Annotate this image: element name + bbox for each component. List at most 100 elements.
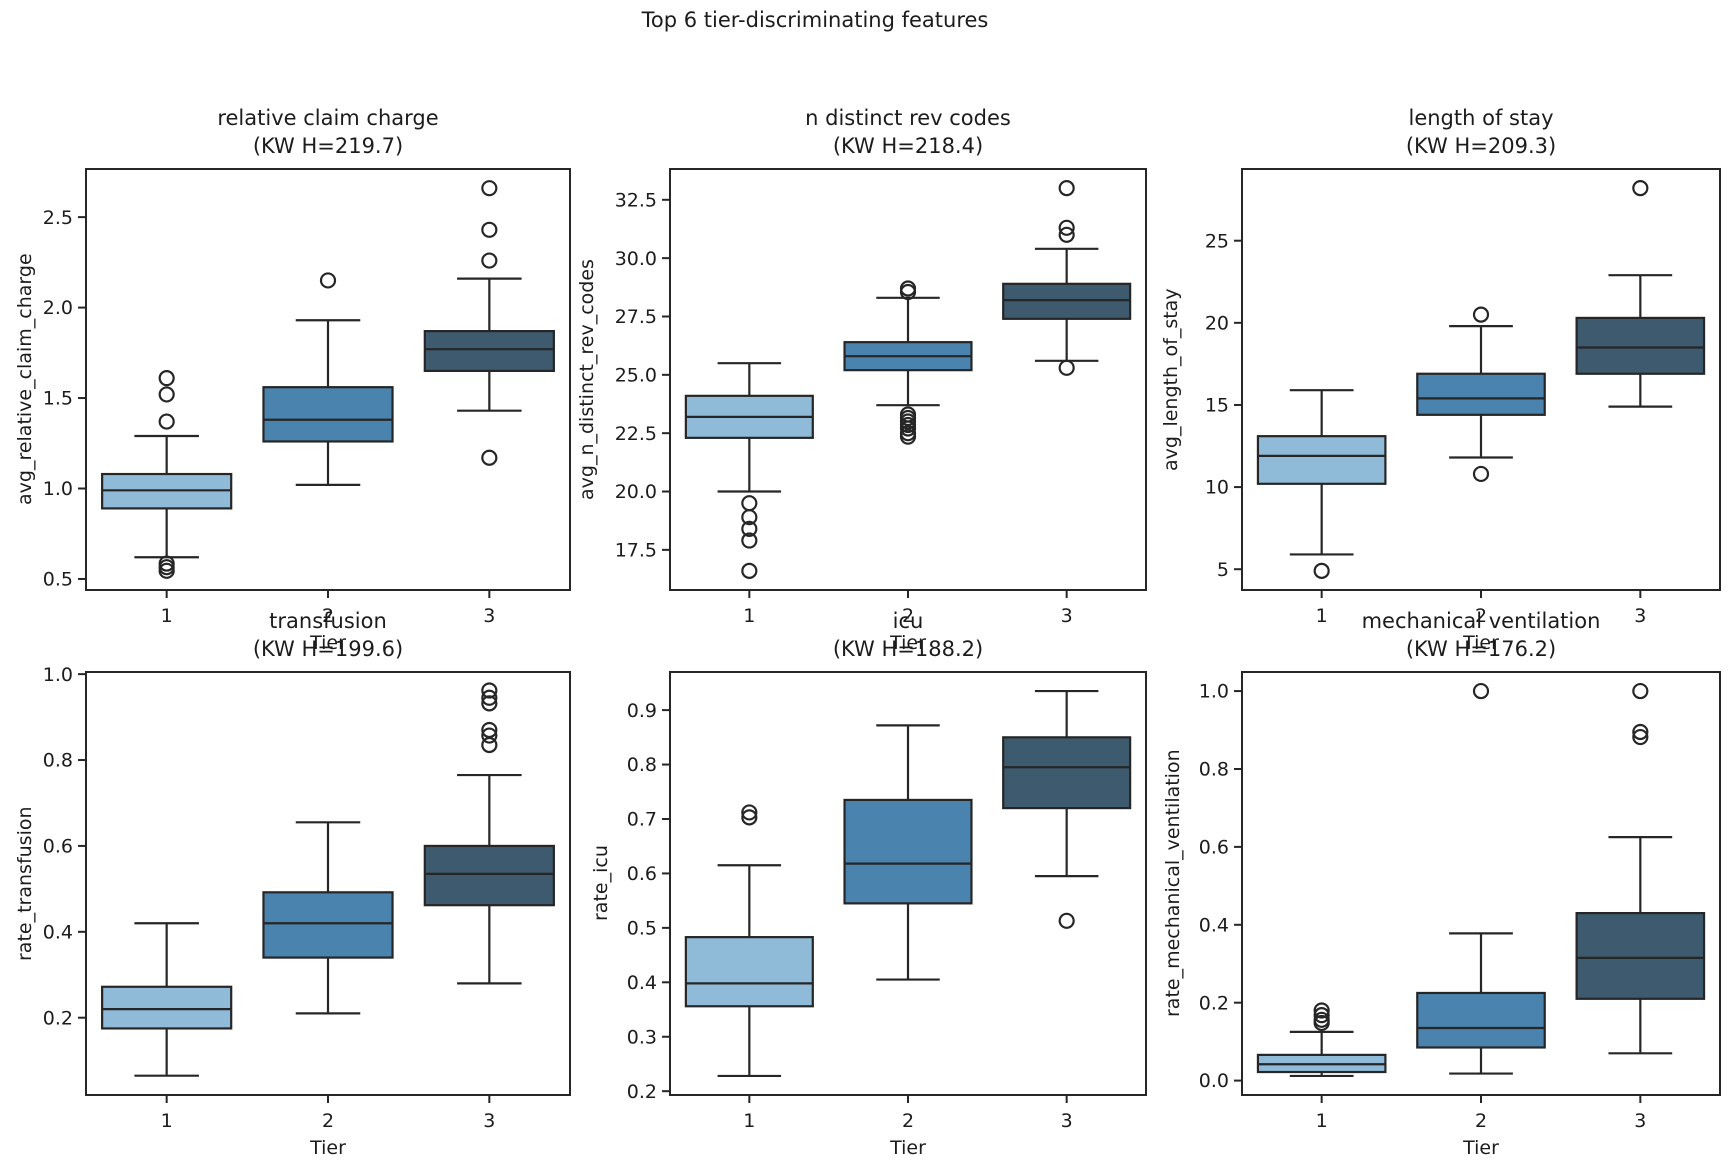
y-tick-label: 25 [1205, 230, 1229, 252]
y-tick-label: 0.9 [627, 700, 657, 722]
plot-area: 0.2 0.4 0.6 0.8 1.0 1 2 3 [43, 664, 571, 1132]
outlier-point [1313, 562, 1330, 579]
x-tick-label: 2 [322, 605, 334, 627]
y-tick-label: 0.2 [1199, 992, 1229, 1014]
subplot-title: mechanical ventilation (KW H=176.2) [1362, 607, 1601, 663]
box-tier-1 [684, 362, 814, 579]
y-tick-label: 2.5 [43, 207, 73, 229]
outlier-point [1313, 1007, 1330, 1024]
subplot-title-line1: length of stay [1408, 106, 1554, 130]
outlier-point [1472, 306, 1490, 323]
outlier-point [1058, 219, 1075, 236]
subplot-title: icu (KW H=188.2) [833, 607, 983, 663]
x-tick-label: 2 [902, 1110, 914, 1132]
y-tick-label: 0.4 [627, 972, 657, 994]
plot-area: 0.0 0.2 0.4 0.6 0.8 1.0 1 2 3 [1199, 671, 1721, 1132]
box-tier-1 [101, 370, 233, 579]
y-tick-label: 0.8 [627, 754, 657, 776]
plot-area: 0.2 0.3 0.4 0.5 0.6 0.7 0.8 0.9 1 2 3 [627, 671, 1147, 1132]
outlier-point [741, 809, 758, 826]
y-tick-label: 0.8 [43, 750, 73, 772]
x-tick-label: 1 [161, 605, 173, 627]
iqr-box [1002, 736, 1132, 810]
y-tick-label: 1.0 [43, 664, 73, 686]
box-tier-3 [423, 180, 555, 466]
subplot-title-line2: (KW H=209.3) [1405, 134, 1557, 158]
box-tier-3 [1002, 180, 1132, 376]
y-tick-label: 20.0 [615, 481, 657, 503]
x-tick-label: 1 [743, 605, 755, 627]
outlier-point [741, 804, 758, 821]
outlier-point [158, 386, 175, 403]
figure-title: Top 6 tier-discriminating features [641, 8, 989, 32]
y-tick-label: 0.5 [627, 918, 657, 940]
y-tick-label: 5 [1217, 559, 1229, 581]
plot-area: 17.5 20.0 22.5 25.0 27.5 30.0 32.5 1 2 3 [615, 168, 1147, 627]
subplot-transfusion: transfusion (KW H=199.6) rate_transfusion… [14, 609, 571, 1159]
outlier-point [1632, 180, 1649, 197]
y-tick-label: 15 [1205, 395, 1229, 417]
outlier-point [1058, 226, 1075, 243]
outlier-point [1058, 359, 1075, 376]
subplot-mechanical-ventilation: mechanical ventilation (KW H=176.2) rate_… [1162, 609, 1721, 1159]
iqr-box [262, 386, 394, 443]
y-tick-label: 1.0 [43, 478, 73, 500]
box-tier-1 [101, 922, 233, 1077]
box-tier-2 [1416, 306, 1546, 483]
x-tick-label: 3 [483, 1110, 495, 1132]
iqr-box [1256, 435, 1387, 485]
y-tick-label: 0.4 [1199, 914, 1229, 936]
x-tick-label: 1 [161, 1110, 173, 1132]
outlier-point [741, 520, 758, 537]
x-axis-label: Tier [1463, 1137, 1499, 1159]
y-tick-label: 2.0 [43, 297, 73, 319]
subplot-title-line2: (KW H=188.2) [832, 637, 984, 661]
y-axis-label: avg_relative_claim_charge [14, 253, 36, 506]
x-tick-label: 2 [1475, 1110, 1487, 1132]
outlier-point [481, 727, 498, 744]
outlier-point [481, 180, 498, 197]
x-axis-label: Tier [890, 1137, 926, 1159]
outlier-point [158, 413, 175, 430]
outlier-point [481, 736, 498, 754]
outlier-point [741, 495, 758, 512]
box-tier-1 [1256, 1002, 1387, 1078]
x-tick-label: 1 [1316, 605, 1328, 627]
subplot-title-line1: transfusion [269, 609, 387, 633]
box-tier-3 [1002, 689, 1132, 929]
plot-area: 0.5 1.0 1.5 2.0 2.5 1 2 3 [43, 168, 571, 627]
outlier-point [1632, 728, 1649, 746]
iqr-box [843, 798, 973, 905]
subplot-relative-claim-charge: relative claim charge (KW H=219.7) avg_re… [14, 106, 571, 654]
subplot-title-line1: n distinct rev codes [805, 106, 1011, 130]
box-tier-3 [1575, 180, 1706, 408]
box-tier-3 [423, 682, 555, 985]
iqr-box [262, 891, 394, 959]
y-tick-label: 32.5 [615, 189, 657, 211]
outlier-point [1632, 723, 1649, 741]
iqr-box [1416, 991, 1546, 1049]
y-tick-label: 30.0 [615, 248, 657, 270]
subplot-title: transfusion (KW H=199.6) [253, 607, 403, 663]
subplot-title-line2: (KW H=199.6) [252, 637, 404, 661]
box-tier-2 [262, 272, 394, 486]
y-tick-label: 10 [1205, 477, 1229, 499]
iqr-box [684, 936, 814, 1008]
outlier-point [741, 562, 758, 579]
y-tick-label: 0.7 [627, 809, 657, 831]
outlier-point [899, 428, 917, 445]
x-axis-label: Tier [310, 1137, 346, 1159]
y-tick-label: 0.8 [1199, 759, 1229, 781]
x-tick-label: 3 [1634, 605, 1646, 627]
y-tick-label: 0.4 [43, 921, 73, 943]
y-axis-label: rate_icu [590, 845, 612, 922]
y-tick-label: 25.0 [615, 364, 657, 386]
x-tick-label: 2 [1475, 605, 1487, 627]
iqr-box [1575, 912, 1706, 1000]
y-tick-label: 0.2 [627, 1081, 657, 1103]
outlier-point [1632, 682, 1649, 700]
subplot-title-line2: (KW H=219.7) [252, 134, 404, 158]
outlier-point [1313, 1014, 1330, 1032]
subplot-title-line1: relative claim charge [217, 106, 439, 130]
subplot-title: n distinct rev codes (KW H=218.4) [805, 104, 1011, 160]
